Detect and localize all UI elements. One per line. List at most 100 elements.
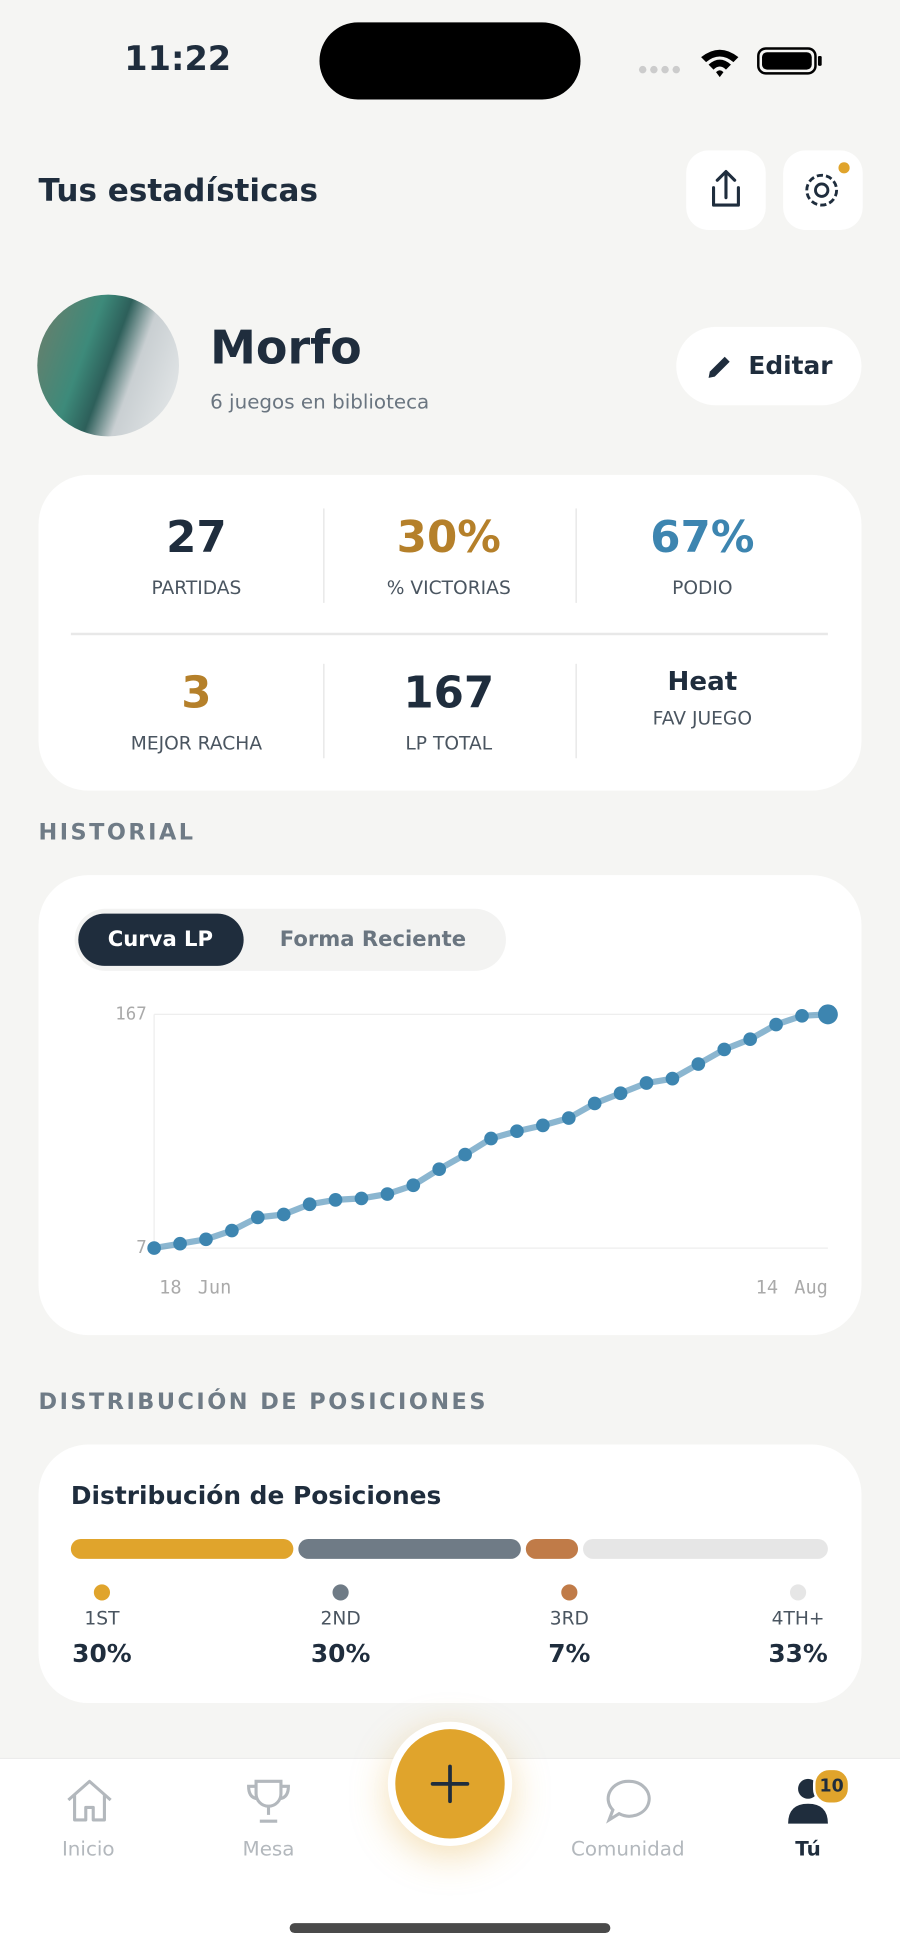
point	[769, 1017, 783, 1032]
legend-dot	[93, 1584, 111, 1601]
section-title: DISTRIBUCIÓN DE POSICIONES	[38, 1389, 488, 1416]
point	[250, 1210, 265, 1225]
stats-card: 27 PARTIDAS 30% % VICTORIAS 67% PODIO 3 MEJOR R…	[38, 474, 862, 791]
edit-label: Editar	[748, 350, 833, 381]
point	[225, 1223, 239, 1238]
point	[536, 1118, 550, 1133]
position-value: 7%	[548, 1638, 591, 1669]
stat-label: PARTIDAS	[151, 576, 242, 600]
tab-label[interactable]: Inicio	[61, 1836, 115, 1861]
stat-label: % VICTORIAS	[386, 576, 511, 600]
position-label: 3RD	[549, 1607, 589, 1630]
trophy-icon	[247, 1779, 290, 1823]
stat-value: Heat	[667, 666, 738, 697]
avatar	[37, 294, 180, 437]
tab-label[interactable]: Comunidad	[570, 1836, 685, 1861]
home-indicator	[289, 1923, 611, 1934]
point	[199, 1232, 213, 1247]
stat-value: 3	[181, 668, 212, 719]
tab-label[interactable]: Mesa	[242, 1836, 295, 1861]
point	[587, 1096, 602, 1111]
stat-label: FAV JUEGO	[652, 707, 753, 730]
divider	[575, 508, 577, 603]
home-icon	[67, 1779, 112, 1822]
point	[380, 1187, 395, 1201]
x-tick-label: 14 Aug	[756, 1277, 828, 1298]
stat-label: LP TOTAL	[405, 732, 493, 755]
stat-value: 67%	[650, 513, 755, 564]
settings-icon	[805, 162, 850, 207]
stat-label: PODIO	[672, 576, 733, 600]
stat-label: MEJOR RACHA	[130, 732, 263, 755]
distribution-bar	[526, 1538, 579, 1559]
tab-bar: Curva LP Forma Reciente	[74, 908, 506, 971]
divider	[70, 632, 828, 636]
chat-icon	[606, 1779, 651, 1824]
position-value: 30%	[72, 1638, 132, 1669]
distribution-bar	[70, 1538, 294, 1559]
divider	[323, 663, 325, 759]
share-button[interactable]	[686, 150, 766, 230]
distribution-card: Distribución de Posiciones 1ST 30% 2ND 30% 3…	[38, 1444, 862, 1704]
point	[276, 1207, 291, 1222]
card-title: Distribución de Posiciones	[70, 1480, 442, 1511]
tab-active[interactable]	[78, 913, 244, 966]
legend-dot	[561, 1584, 578, 1601]
tab-label[interactable]: Forma Reciente	[279, 927, 467, 953]
point	[613, 1086, 628, 1101]
stat-value: 30%	[396, 513, 501, 564]
distribution-bar	[298, 1538, 522, 1559]
y-tick-label: 7	[136, 1238, 146, 1258]
status-time: 11:22	[124, 40, 232, 79]
legend-dot	[789, 1584, 807, 1601]
position-value: 33%	[768, 1638, 828, 1669]
x-tick-label: 18 Jun	[159, 1277, 231, 1298]
share-icon	[711, 169, 740, 207]
legend-dot	[332, 1584, 349, 1601]
y-tick-label: 167	[115, 1004, 146, 1024]
divider	[575, 663, 577, 759]
point	[691, 1057, 706, 1071]
stat-value: 167	[403, 668, 495, 719]
status-icons	[638, 47, 822, 78]
point	[147, 1241, 161, 1255]
point	[665, 1071, 680, 1086]
divider	[323, 508, 325, 603]
point	[458, 1147, 472, 1162]
position-label: 4TH+	[771, 1607, 825, 1630]
point	[510, 1124, 524, 1139]
point	[302, 1197, 317, 1212]
position-value: 30%	[310, 1638, 371, 1669]
point	[795, 1008, 809, 1023]
position-label: 1ST	[84, 1607, 120, 1630]
point	[173, 1236, 187, 1251]
point	[484, 1131, 498, 1146]
position-label: 2ND	[320, 1607, 361, 1630]
profile-name: Morfo	[210, 321, 362, 375]
point	[328, 1193, 343, 1207]
point	[432, 1162, 447, 1177]
edit-button[interactable]: Editar	[676, 326, 862, 406]
profile-subtitle: 6 juegos en biblioteca	[210, 389, 430, 414]
badge: 10	[812, 1767, 851, 1805]
point	[639, 1076, 654, 1090]
stat-value: 27	[166, 513, 227, 564]
edit-icon	[708, 356, 730, 378]
section-title: HISTORIAL	[38, 819, 196, 846]
dynamic-island	[319, 22, 581, 100]
point	[717, 1042, 732, 1057]
point	[817, 1004, 838, 1025]
point	[743, 1032, 758, 1047]
settings-button[interactable]	[783, 150, 863, 230]
distribution-bar	[582, 1538, 828, 1559]
point	[406, 1178, 421, 1193]
chart-card: Curva LP Forma Reciente	[38, 875, 862, 1336]
point	[561, 1111, 576, 1125]
tab-label[interactable]: Tú	[795, 1836, 821, 1861]
add-button[interactable]	[387, 1721, 513, 1847]
tab-label[interactable]: Curva LP	[107, 927, 214, 953]
line-chart: 7 167 18 Jun 14 Aug	[115, 1004, 838, 1298]
plus-icon	[430, 1764, 470, 1804]
